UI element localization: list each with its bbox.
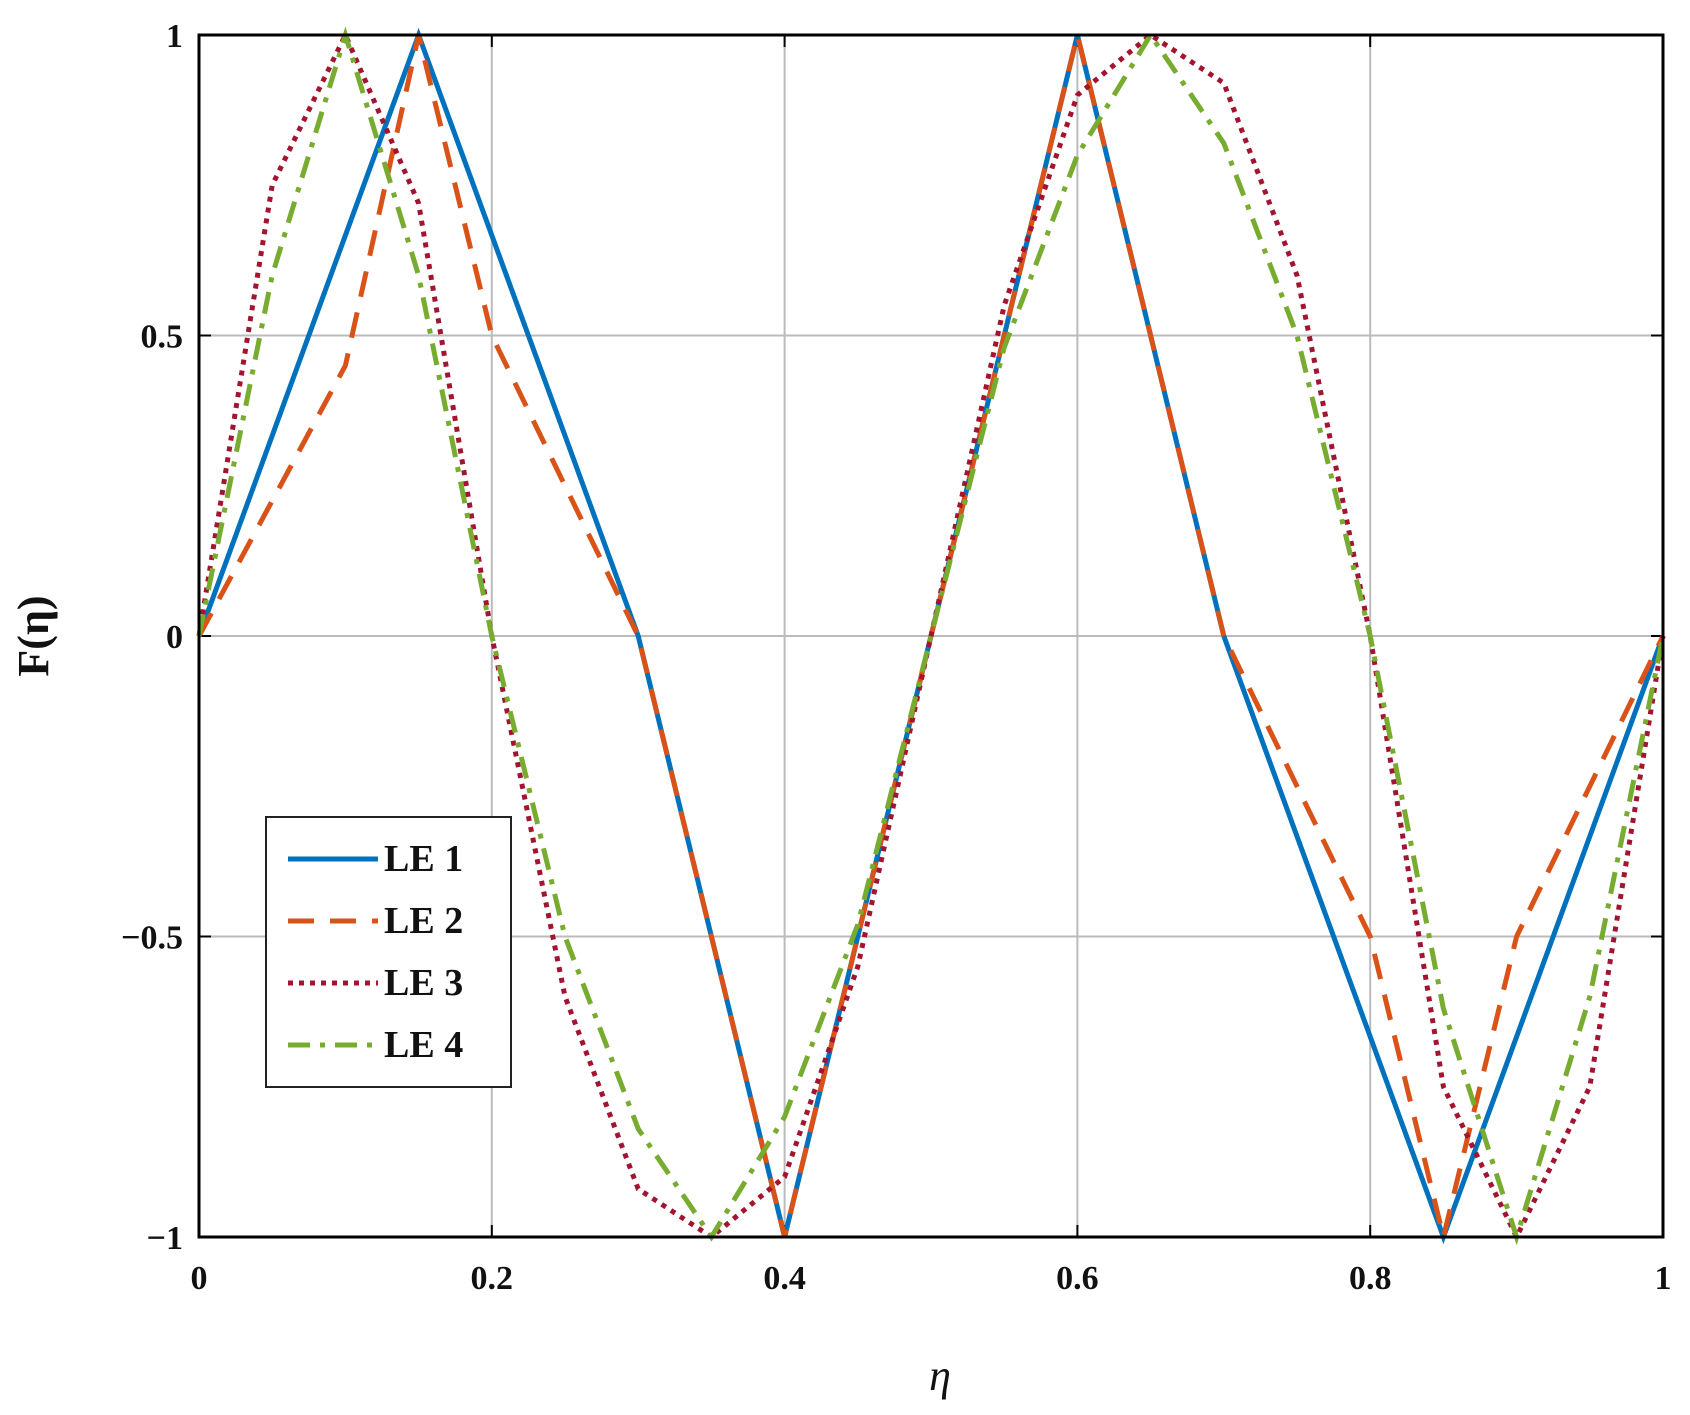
legend-label: LE 1 — [384, 838, 463, 880]
legend-box — [265, 816, 512, 1088]
y-tick-label: 0.5 — [141, 319, 184, 356]
y-tick-label: 0 — [166, 619, 183, 656]
x-tick-label: 0.8 — [1349, 1260, 1392, 1297]
x-tick-label: 1 — [1655, 1260, 1672, 1297]
y-tick-label: −1 — [147, 1220, 183, 1257]
legend-label: LE 4 — [384, 1024, 463, 1066]
axes-frame — [197, 33, 1665, 1239]
y-tick-label: 1 — [166, 18, 183, 55]
y-tick-label: −0.5 — [121, 920, 183, 957]
series-line — [196, 26, 1666, 1246]
series-line — [196, 29, 1666, 1243]
y-axis-label: F(η) — [9, 595, 58, 676]
legend-label: LE 3 — [384, 962, 463, 1004]
x-tick-label: 0.4 — [763, 1260, 806, 1297]
x-tick-label: 0 — [191, 1260, 208, 1297]
x-tick-label: 0.6 — [1056, 1260, 1099, 1297]
legend: LE 1 LE 2 LE 3 LE 4 — [265, 816, 512, 1088]
x-axis-label: η — [929, 1351, 951, 1400]
x-tick-label: 0.2 — [471, 1260, 514, 1297]
legend-label: LE 2 — [384, 900, 463, 942]
